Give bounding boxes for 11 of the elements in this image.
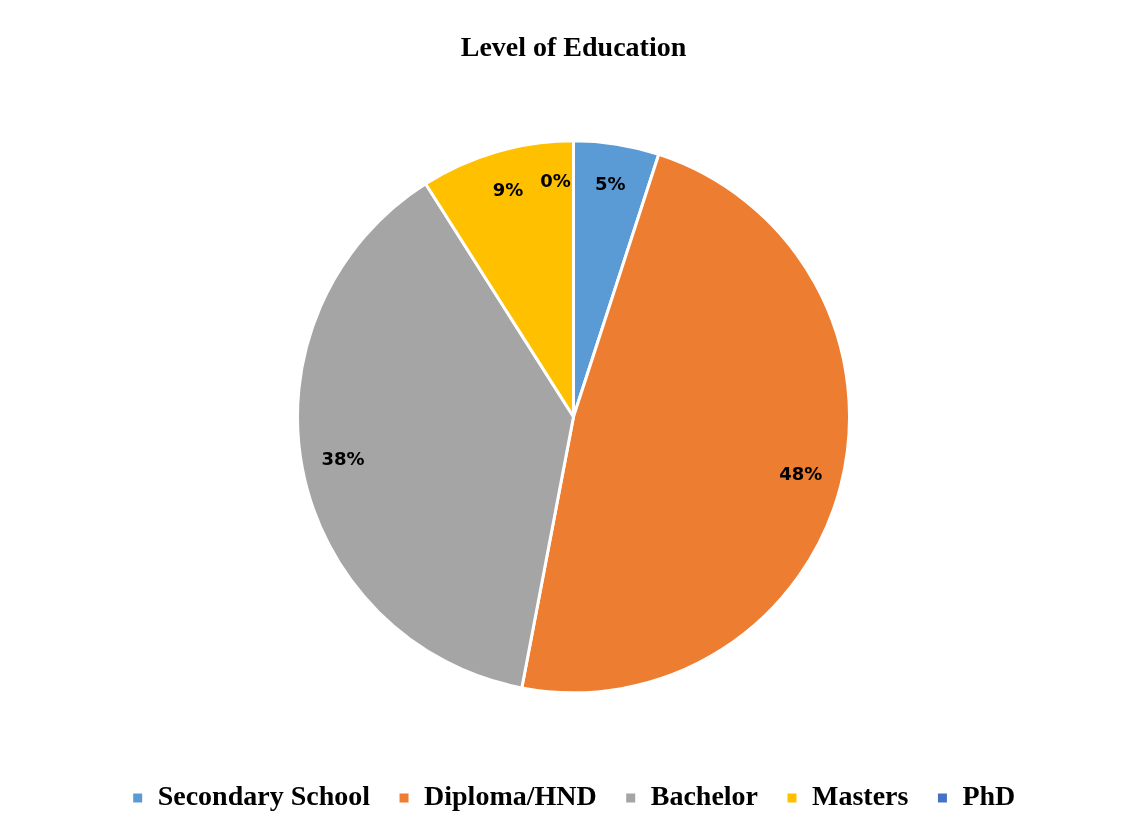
legend-label: Masters [812,780,909,812]
legend-label: PhD [962,780,1016,812]
legend-label: Diploma/HND [424,780,597,812]
text: 0% [540,169,571,191]
legend-label: Secondary School [157,780,371,812]
chart-title: Level of Education [460,31,687,63]
legend-label: Bachelor [650,780,759,812]
data-label: 9% [492,179,524,201]
data-label: 38% [321,448,365,470]
data-label: 48% [779,462,823,484]
data-label: 5% [594,172,626,194]
